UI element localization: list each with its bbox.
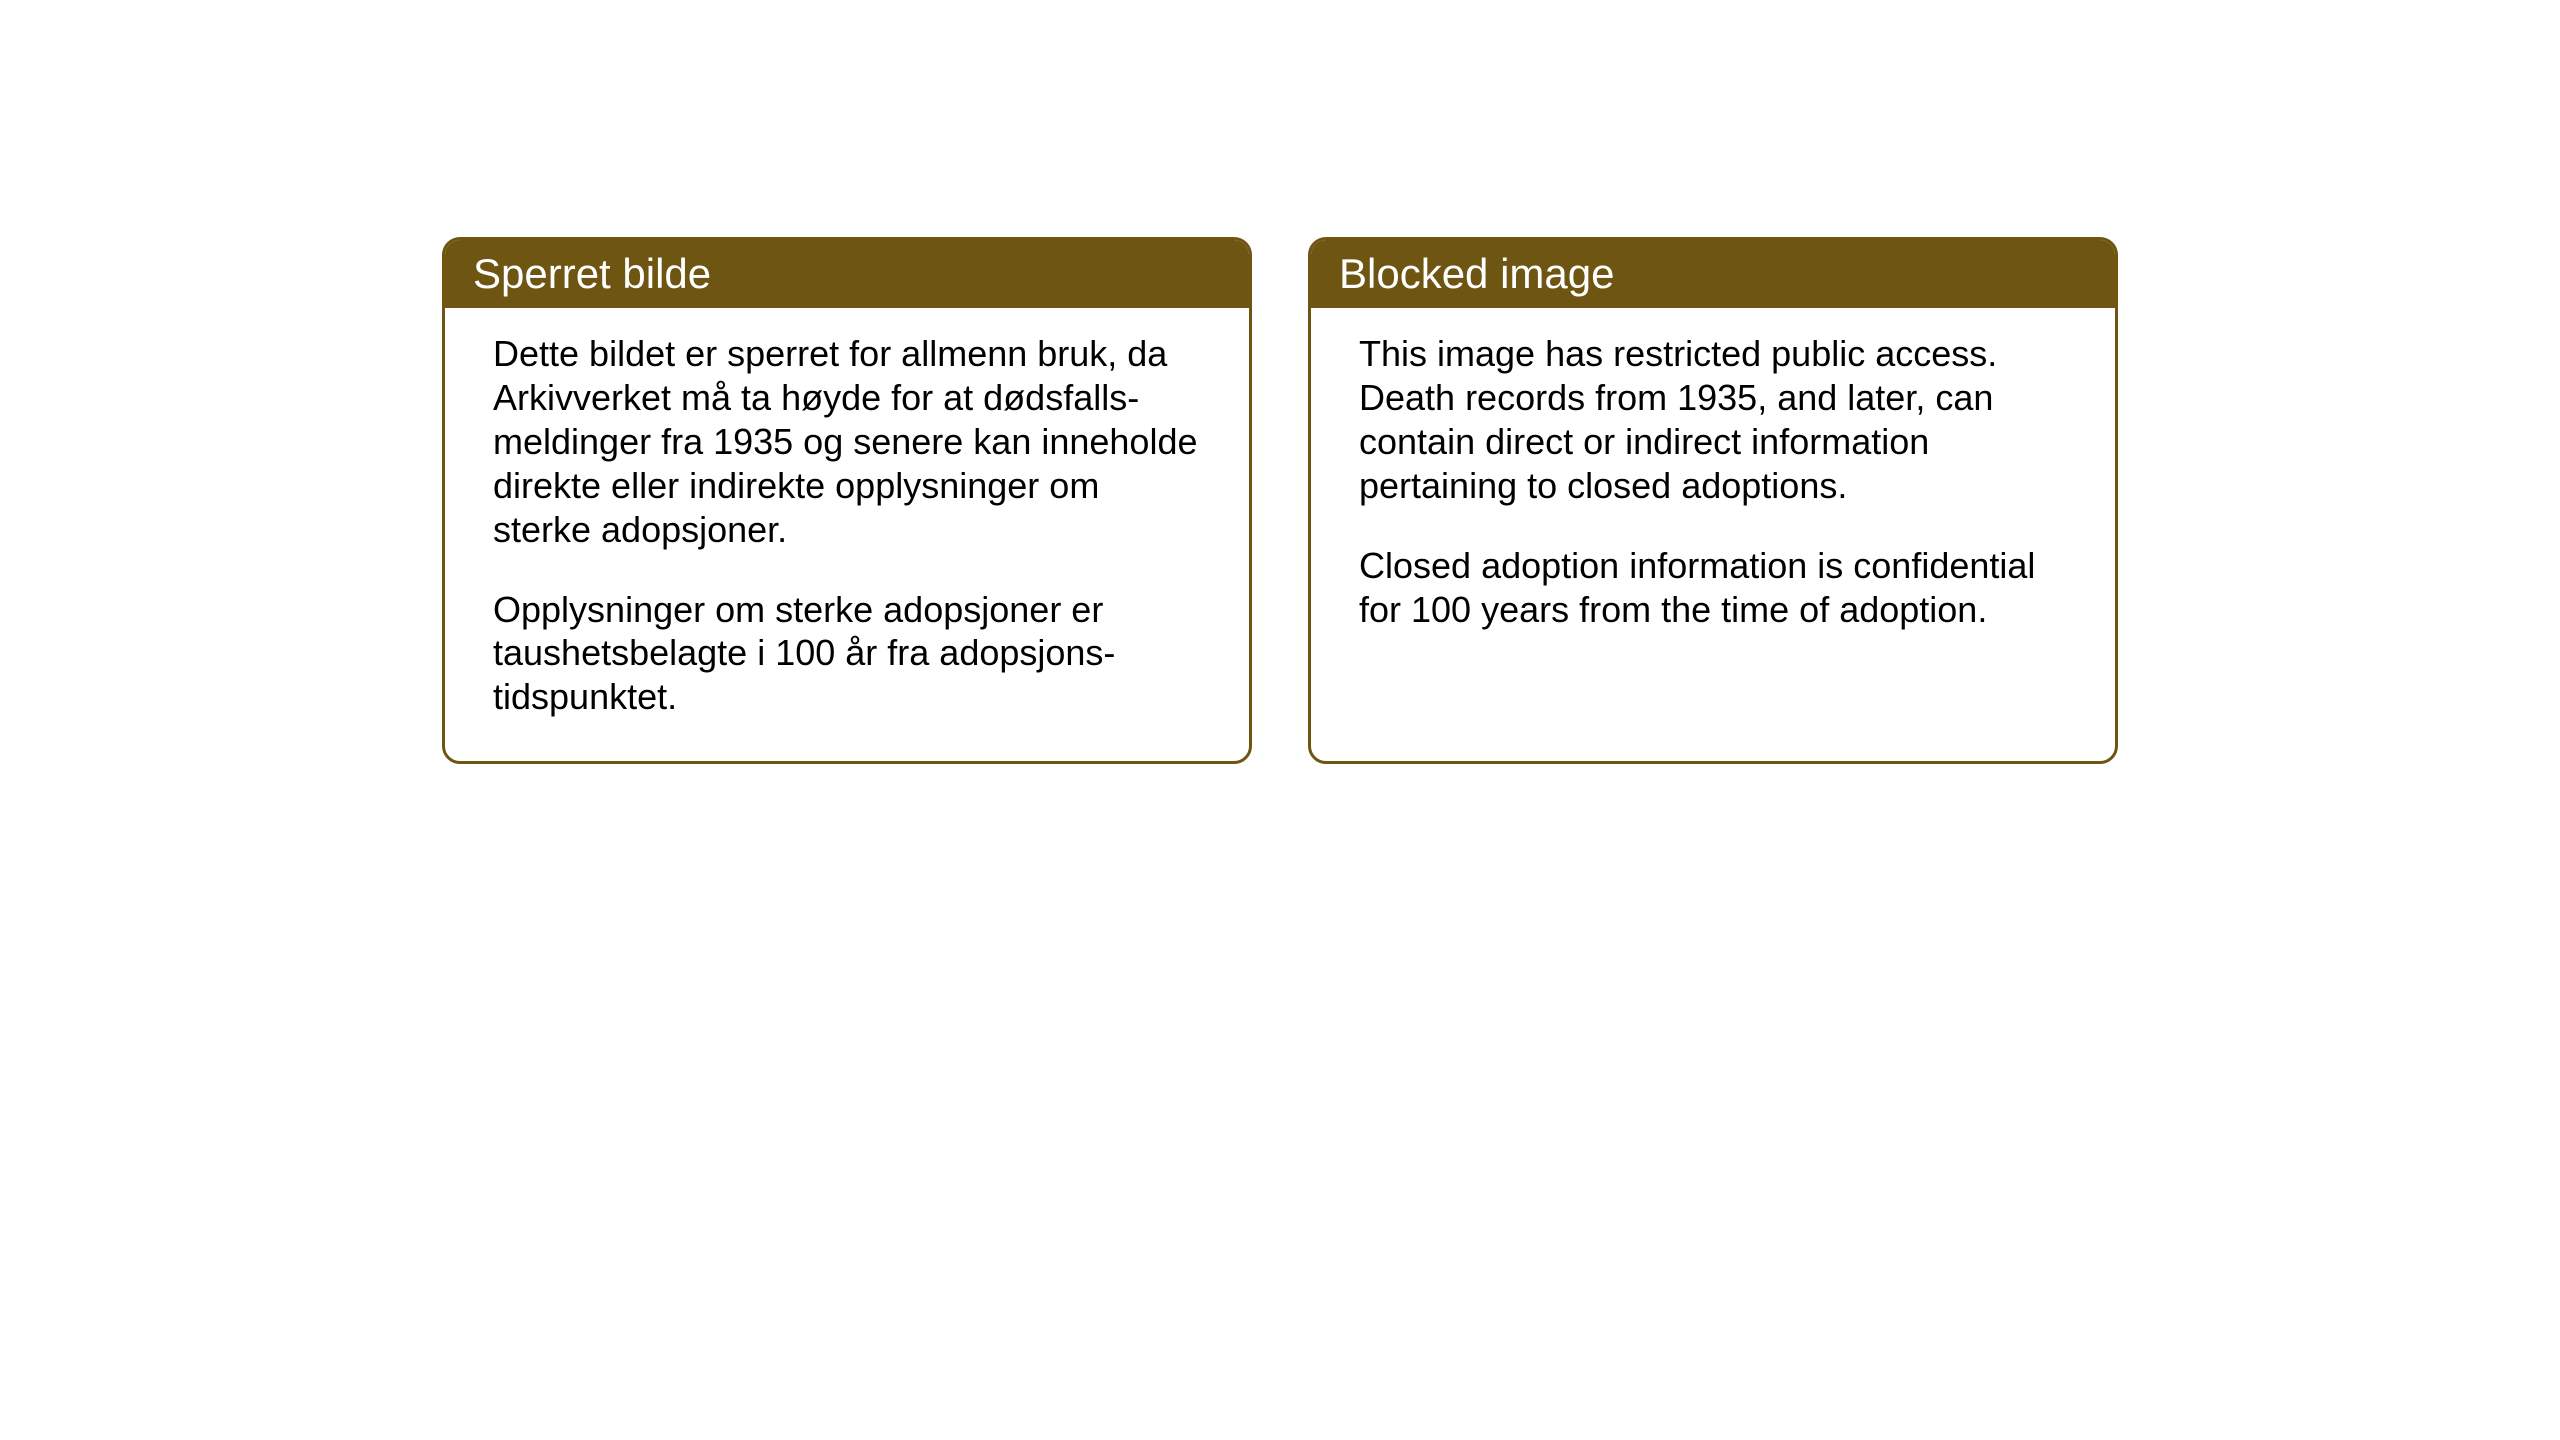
card-body-english: This image has restricted public access.… <box>1311 308 2115 673</box>
card-paragraph-1-norwegian: Dette bildet er sperret for allmenn bruk… <box>493 332 1201 552</box>
card-paragraph-1-english: This image has restricted public access.… <box>1359 332 2067 508</box>
cards-container: Sperret bilde Dette bildet er sperret fo… <box>442 237 2118 764</box>
card-header-norwegian: Sperret bilde <box>445 240 1249 308</box>
card-header-english: Blocked image <box>1311 240 2115 308</box>
card-title-norwegian: Sperret bilde <box>473 250 711 297</box>
card-norwegian: Sperret bilde Dette bildet er sperret fo… <box>442 237 1252 764</box>
card-paragraph-2-norwegian: Opplysninger om sterke adopsjoner er tau… <box>493 588 1201 720</box>
card-paragraph-2-english: Closed adoption information is confident… <box>1359 544 2067 632</box>
card-body-norwegian: Dette bildet er sperret for allmenn bruk… <box>445 308 1249 761</box>
card-english: Blocked image This image has restricted … <box>1308 237 2118 764</box>
card-title-english: Blocked image <box>1339 250 1614 297</box>
